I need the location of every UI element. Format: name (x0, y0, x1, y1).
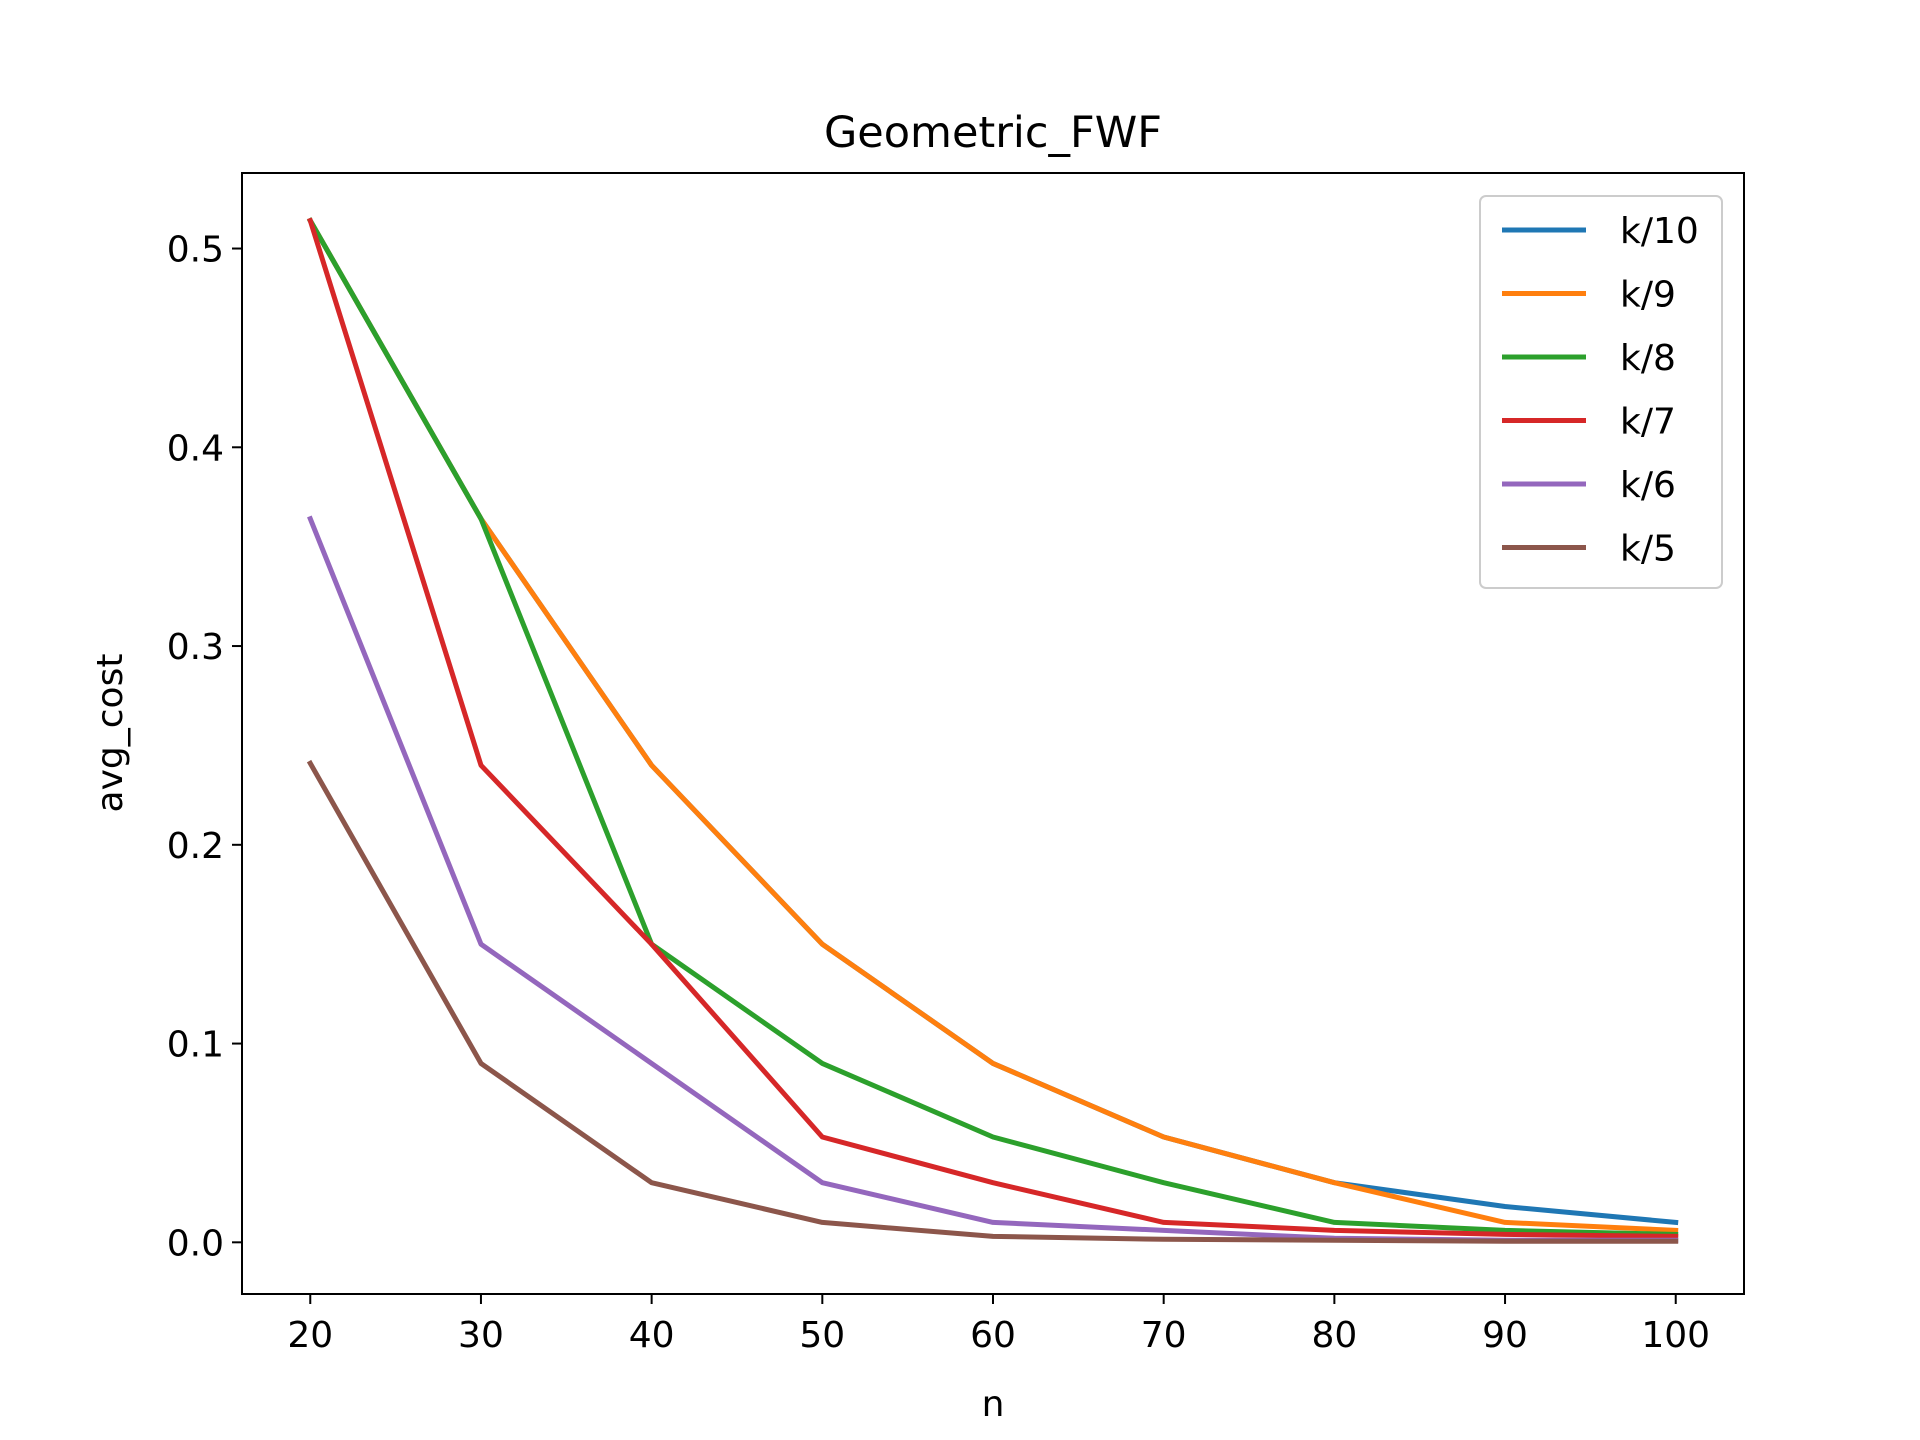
series-line-k-7 (307, 217, 1679, 1239)
series-line-k-5 (306, 759, 1679, 1244)
y-tick-label: 0.3 (167, 627, 224, 668)
series-line-k-6 (307, 515, 1679, 1243)
legend-label: k/6 (1620, 465, 1676, 506)
x-tick-label: 100 (1641, 1315, 1710, 1356)
legend-label: k/8 (1620, 338, 1676, 379)
y-tick-label: 0.0 (167, 1223, 224, 1264)
legend-label: k/9 (1620, 275, 1676, 316)
x-tick-label: 20 (287, 1315, 333, 1356)
x-axis-ticks: 20 30 40 50 60 70 80 90 100 (287, 1294, 1710, 1356)
legend-label: k/7 (1620, 402, 1676, 443)
series-line-k-10 (306, 217, 1679, 1226)
series-line-k-8 (306, 217, 1679, 1237)
y-tick-label: 0.1 (167, 1025, 224, 1066)
chart-title: Geometric_FWF (824, 108, 1162, 158)
legend-frame (1479, 195, 1723, 589)
x-tick-label: 30 (458, 1315, 504, 1356)
y-axis-ticks: 0.0 0.1 0.2 0.3 0.4 0.5 (167, 230, 242, 1264)
legend-label: k/5 (1620, 529, 1676, 570)
x-axis-label: n (982, 1384, 1005, 1425)
x-tick-label: 50 (799, 1315, 845, 1356)
y-tick-label: 0.5 (167, 230, 224, 271)
x-tick-label: 70 (1141, 1315, 1187, 1356)
x-tick-label: 60 (970, 1315, 1016, 1356)
legend-label: k/10 (1620, 211, 1699, 252)
series-line-k-9 (306, 217, 1679, 1234)
y-tick-label: 0.4 (167, 428, 224, 469)
x-tick-label: 80 (1311, 1315, 1357, 1356)
y-tick-label: 0.2 (167, 826, 224, 867)
legend: k/10 k/9 k/8 k/7 k/6 k/5 (1479, 195, 1723, 589)
y-axis-label: avg_cost (90, 654, 131, 813)
plot-lines (306, 217, 1679, 1244)
x-tick-label: 90 (1482, 1315, 1528, 1356)
x-tick-label: 40 (629, 1315, 675, 1356)
